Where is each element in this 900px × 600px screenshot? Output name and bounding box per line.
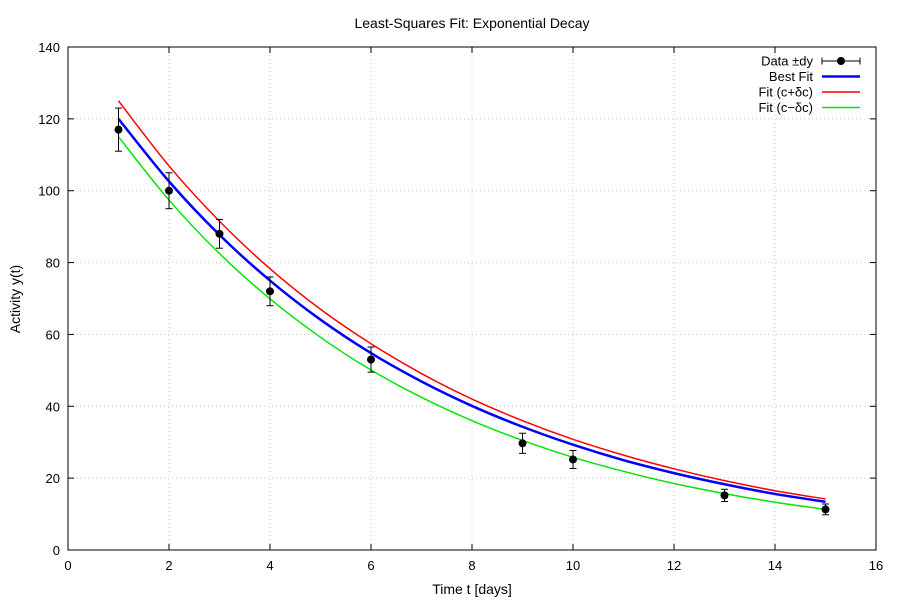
data-point [266, 287, 274, 296]
y-tick-label: 20 [46, 471, 60, 486]
data-point [518, 439, 527, 448]
plot-frame [67, 46, 877, 551]
y-tick-label: 140 [38, 40, 60, 55]
y-tick-label: 80 [46, 256, 60, 271]
x-tick-label: 14 [768, 558, 782, 573]
legend-label: Fit (c−δc) [758, 100, 813, 115]
x-tick-label: 4 [266, 558, 273, 573]
y-tick-label: 0 [53, 543, 60, 558]
x-tick-label: 12 [667, 558, 681, 573]
x-tick-label: 8 [468, 558, 475, 573]
x-axis-label: Time t [days] [432, 581, 512, 597]
data-point [215, 229, 224, 238]
data-points-layer [114, 107, 830, 516]
y-tick-label: 100 [38, 184, 60, 199]
data-point [569, 455, 577, 464]
data-point [367, 355, 375, 364]
x-tick-label: 2 [165, 558, 172, 573]
data-point [165, 186, 173, 195]
legend-label: Fit (c+δc) [758, 85, 813, 100]
series-line-2 [117, 136, 826, 511]
chart-title: Least-Squares Fit: Exponential Decay [354, 15, 589, 31]
legend-label: Data ±dy [761, 54, 813, 69]
x-tick-label: 16 [869, 558, 883, 573]
y-axis-label: Activity y(t) [7, 265, 23, 333]
series-layer [117, 100, 826, 511]
legend-label: Best Fit [769, 69, 813, 84]
series-line-0 [117, 118, 826, 504]
data-point [720, 491, 729, 500]
x-tick-label: 0 [64, 558, 71, 573]
legend-marker [837, 57, 845, 65]
x-tick-label: 10 [566, 558, 580, 573]
data-point [821, 505, 830, 514]
y-tick-label: 120 [38, 112, 60, 127]
y-tick-label: 60 [46, 327, 60, 342]
x-tick-label: 6 [367, 558, 374, 573]
grid [68, 47, 876, 550]
axis-ticks: 0 2 4 6 8 10 12 14 16 0 20 40 60 80 100 120 140 [38, 40, 883, 573]
y-tick-label: 40 [46, 399, 60, 414]
data-point [114, 125, 123, 134]
series-line-1 [117, 100, 826, 500]
